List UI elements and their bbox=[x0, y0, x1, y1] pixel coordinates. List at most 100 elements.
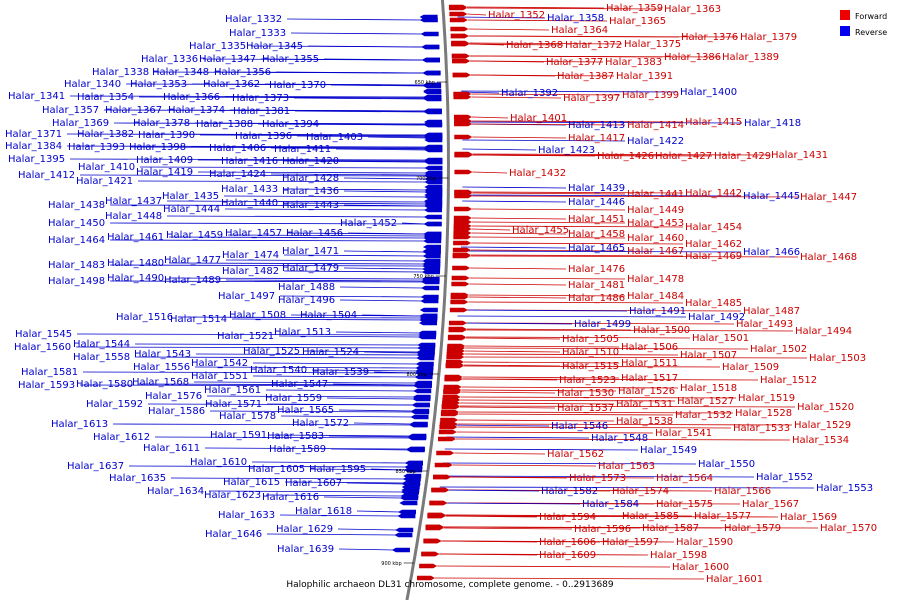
gene-label[interactable]: Halar_1634 bbox=[147, 486, 204, 497]
gene-label[interactable]: Halar_1519 bbox=[738, 393, 795, 404]
gene-label[interactable]: Halar_1533 bbox=[733, 423, 790, 434]
gene-label[interactable]: Halar_1362 bbox=[203, 79, 260, 90]
gene-label[interactable]: Halar_1553 bbox=[816, 483, 873, 494]
gene-label[interactable]: Halar_1421 bbox=[76, 176, 133, 187]
gene-label[interactable]: Halar_1450 bbox=[48, 218, 105, 229]
gene-label[interactable]: Halar_1529 bbox=[794, 420, 851, 431]
gene-label[interactable]: Halar_1484 bbox=[627, 291, 684, 302]
gene-label[interactable]: Halar_1394 bbox=[262, 119, 319, 130]
gene-label[interactable]: Halar_1609 bbox=[539, 550, 596, 561]
gene-label[interactable]: Halar_1477 bbox=[164, 255, 221, 266]
gene-label[interactable]: Halar_1348 bbox=[152, 67, 209, 78]
gene-label[interactable]: Halar_1547 bbox=[271, 379, 328, 390]
gene-label[interactable]: Halar_1613 bbox=[51, 419, 108, 430]
gene-label[interactable]: Halar_1474 bbox=[222, 250, 279, 261]
gene-label[interactable]: Halar_1584 bbox=[582, 499, 639, 510]
gene-label[interactable]: Halar_1371 bbox=[5, 129, 62, 140]
gene-label[interactable]: Halar_1358 bbox=[547, 13, 604, 24]
gene-label[interactable]: Halar_1582 bbox=[541, 486, 598, 497]
gene-label[interactable]: Halar_1438 bbox=[48, 200, 105, 211]
gene-label[interactable]: Halar_1534 bbox=[792, 435, 849, 446]
gene-label[interactable]: Halar_1456 bbox=[286, 228, 343, 239]
gene-label[interactable]: Halar_1583 bbox=[267, 431, 324, 442]
gene-label[interactable]: Halar_1353 bbox=[130, 79, 187, 90]
gene-label[interactable]: Halar_1530 bbox=[557, 388, 614, 399]
gene-label[interactable]: Halar_1498 bbox=[48, 276, 105, 287]
gene-label[interactable]: Halar_1485 bbox=[685, 298, 742, 309]
gene-label[interactable]: Halar_1423 bbox=[538, 145, 595, 156]
gene-label[interactable]: Halar_1606 bbox=[539, 537, 596, 548]
gene-label[interactable]: Halar_1575 bbox=[656, 499, 713, 510]
gene-label[interactable]: Halar_1517 bbox=[621, 373, 678, 384]
gene-label[interactable]: Halar_1392 bbox=[501, 88, 558, 99]
gene-label[interactable]: Halar_1577 bbox=[694, 511, 751, 522]
gene-label[interactable]: Halar_1586 bbox=[148, 406, 205, 417]
gene-label[interactable]: Halar_1476 bbox=[568, 264, 625, 275]
gene-label[interactable]: Halar_1397 bbox=[563, 93, 620, 104]
gene-label[interactable]: Halar_1440 bbox=[221, 198, 278, 209]
gene-label[interactable]: Halar_1373 bbox=[232, 93, 289, 104]
gene-label[interactable]: Halar_1432 bbox=[509, 168, 566, 179]
gene-label[interactable]: Halar_1589 bbox=[269, 444, 326, 455]
gene-label[interactable]: Halar_1379 bbox=[740, 32, 797, 43]
gene-label[interactable]: Halar_1406 bbox=[209, 143, 266, 154]
gene-label[interactable]: Halar_1403 bbox=[306, 132, 363, 143]
gene-label[interactable]: Halar_1480 bbox=[107, 258, 164, 269]
gene-label[interactable]: Halar_1569 bbox=[780, 512, 837, 523]
gene-label[interactable]: Halar_1511 bbox=[621, 358, 678, 369]
gene-label[interactable]: Halar_1514 bbox=[170, 314, 227, 325]
gene-label[interactable]: Halar_1341 bbox=[8, 91, 65, 102]
gene-label[interactable]: Halar_1540 bbox=[250, 365, 307, 376]
gene-label[interactable]: Halar_1462 bbox=[685, 239, 742, 250]
gene-label[interactable]: Halar_1601 bbox=[706, 574, 763, 585]
gene-label[interactable]: Halar_1368 bbox=[506, 40, 563, 51]
gene-label[interactable]: Halar_1618 bbox=[295, 506, 352, 517]
gene-label[interactable]: Halar_1548 bbox=[591, 433, 648, 444]
gene-label[interactable]: Halar_1579 bbox=[724, 523, 781, 534]
gene-label[interactable]: Halar_1422 bbox=[627, 136, 684, 147]
gene-label[interactable]: Halar_1445 bbox=[743, 191, 800, 202]
gene-label[interactable]: Halar_1597 bbox=[602, 537, 659, 548]
gene-label[interactable]: Halar_1497 bbox=[218, 291, 275, 302]
gene-label[interactable]: Halar_1471 bbox=[282, 246, 339, 257]
gene-label[interactable]: Halar_1543 bbox=[134, 349, 191, 360]
gene-label[interactable]: Halar_1412 bbox=[18, 170, 75, 181]
gene-label[interactable]: Halar_1523 bbox=[559, 375, 616, 386]
gene-label[interactable]: Halar_1595 bbox=[309, 464, 366, 475]
gene-label[interactable]: Halar_1549 bbox=[640, 445, 697, 456]
gene-label[interactable]: Halar_1454 bbox=[685, 222, 742, 233]
gene-label[interactable]: Halar_1352 bbox=[488, 10, 545, 21]
gene-label[interactable]: Halar_1494 bbox=[795, 326, 852, 337]
gene-label[interactable]: Halar_1382 bbox=[77, 129, 134, 140]
gene-label[interactable]: Halar_1591 bbox=[210, 430, 267, 441]
gene-label[interactable]: Halar_1594 bbox=[539, 512, 596, 523]
gene-label[interactable]: Halar_1340 bbox=[64, 79, 121, 90]
gene-label[interactable]: Halar_1508 bbox=[229, 310, 286, 321]
gene-label[interactable]: Halar_1453 bbox=[627, 218, 684, 229]
gene-label[interactable]: Halar_1592 bbox=[86, 399, 143, 410]
gene-label[interactable]: Halar_1528 bbox=[735, 408, 792, 419]
gene-label[interactable]: Halar_1431 bbox=[771, 150, 828, 161]
gene-label[interactable]: Halar_1418 bbox=[744, 118, 801, 129]
gene-label[interactable]: Halar_1551 bbox=[191, 371, 248, 382]
gene-label[interactable]: Halar_1567 bbox=[742, 499, 799, 510]
gene-label[interactable]: Halar_1515 bbox=[562, 361, 619, 372]
gene-label[interactable]: Halar_1598 bbox=[650, 550, 707, 561]
gene-label[interactable]: Halar_1400 bbox=[680, 87, 737, 98]
gene-label[interactable]: Halar_1488 bbox=[278, 282, 335, 293]
gene-label[interactable]: Halar_1441 bbox=[627, 189, 684, 200]
gene-label[interactable]: Halar_1561 bbox=[204, 385, 261, 396]
gene-label[interactable]: Halar_1426 bbox=[597, 151, 654, 162]
gene-label[interactable]: Halar_1355 bbox=[262, 54, 319, 65]
gene-label[interactable]: Halar_1542 bbox=[191, 358, 248, 369]
gene-label[interactable]: Halar_1538 bbox=[616, 416, 673, 427]
gene-label[interactable]: Halar_1399 bbox=[622, 90, 679, 101]
gene-label[interactable]: Halar_1496 bbox=[278, 295, 335, 306]
gene-label[interactable]: Halar_1409 bbox=[136, 155, 193, 166]
gene-label[interactable]: Halar_1578 bbox=[219, 411, 276, 422]
gene-label[interactable]: Halar_1615 bbox=[223, 477, 280, 488]
gene-label[interactable]: Halar_1429 bbox=[714, 151, 771, 162]
gene-label[interactable]: Halar_1376 bbox=[681, 32, 738, 43]
gene-label[interactable]: Halar_1433 bbox=[221, 184, 278, 195]
gene-label[interactable]: Halar_1444 bbox=[163, 204, 220, 215]
